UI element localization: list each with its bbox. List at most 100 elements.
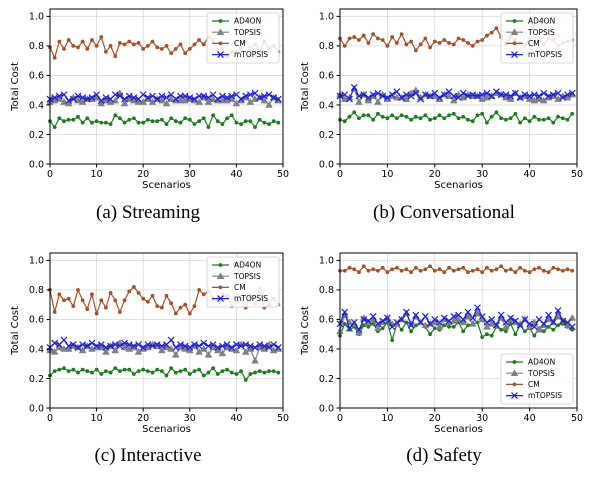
data-point-topsis [473, 309, 482, 317]
data-point-cm [192, 42, 197, 47]
data-point-ad4on [183, 367, 188, 372]
data-point-ad4on [437, 113, 442, 118]
data-point-cm [155, 304, 160, 309]
data-point-mtopsis [360, 91, 368, 99]
data-point-ad4on [413, 323, 418, 328]
data-point-cm [451, 268, 456, 273]
data-point-ad4on [570, 111, 575, 116]
legend-box [500, 12, 574, 64]
data-point-ad4on [466, 323, 470, 328]
data-point-ad4on [80, 367, 85, 372]
data-point-ad4on [211, 366, 216, 371]
data-point-cm [475, 267, 480, 272]
data-point-cm [197, 38, 202, 42]
data-point-mtopsis [355, 326, 363, 334]
data-point-ad4on [371, 117, 376, 122]
data-point-ad4on [560, 116, 565, 121]
data-point-ad4on [432, 116, 437, 121]
data-point-mtopsis [93, 342, 101, 350]
data-point-mtopsis [383, 314, 391, 322]
data-point-cm [442, 270, 447, 275]
data-point-ad4on [461, 114, 466, 119]
data-point-ad4on [178, 120, 183, 125]
data-point-cm [366, 268, 371, 273]
data-point-ad4on [220, 369, 225, 373]
y-tick-label: 0.2 [29, 130, 44, 141]
data-point-ad4on [211, 113, 216, 118]
data-point-ad4on [122, 367, 127, 372]
data-point-cm [432, 268, 437, 273]
data-point-ad4on [271, 369, 276, 373]
data-point-cm [183, 302, 188, 307]
data-point-ad4on [480, 111, 485, 116]
data-point-cm [192, 304, 197, 309]
data-point-mtopsis [223, 341, 231, 348]
data-point-cm [159, 46, 164, 51]
data-point-ad4on [371, 321, 376, 326]
data-point-mtopsis [530, 91, 538, 99]
data-point-ad4on [499, 116, 504, 121]
y-tick-label: 0.2 [319, 130, 334, 141]
data-point-mtopsis [393, 88, 401, 96]
data-point-cm [108, 290, 113, 295]
legend-marker [510, 28, 519, 35]
data-point-ad4on [361, 113, 366, 118]
data-point-ad4on [366, 113, 371, 118]
data-point-mtopsis [502, 91, 510, 99]
y-tick-label: 1.0 [29, 12, 44, 23]
data-point-ad4on [206, 125, 211, 129]
data-point-topsis [412, 86, 420, 93]
data-point-topsis [251, 356, 259, 364]
data-point-mtopsis [97, 97, 105, 104]
data-point-ad4on [164, 373, 169, 378]
data-point-ad4on [243, 378, 248, 382]
data-point-cm [432, 39, 437, 44]
data-point-cm [513, 270, 518, 275]
data-point-cm [556, 267, 560, 272]
data-point-mtopsis [218, 92, 226, 100]
data-point-mtopsis [374, 89, 382, 97]
data-point-mtopsis [360, 316, 368, 323]
data-point-mtopsis [545, 311, 552, 319]
data-point-mtopsis [130, 342, 138, 350]
data-point-mtopsis [246, 342, 254, 350]
y-axis-label: Total Cost [10, 62, 21, 112]
data-point-cm [108, 44, 113, 48]
data-point-ad4on [229, 370, 234, 375]
data-point-cm [122, 298, 127, 303]
data-point-ad4on [201, 116, 206, 121]
data-point-mtopsis [139, 91, 147, 99]
data-point-cm [94, 311, 99, 316]
data-point-ad4on [342, 119, 347, 124]
data-point-cm [85, 46, 90, 51]
data-point-ad4on [187, 372, 192, 376]
data-point-mtopsis [459, 89, 467, 97]
x-tick-label: 10 [91, 169, 103, 180]
data-point-ad4on [113, 366, 118, 371]
data-point-cm [71, 304, 76, 309]
data-point-mtopsis [383, 94, 391, 101]
data-point-ad4on [470, 119, 475, 124]
data-point-ad4on [570, 327, 575, 332]
data-point-ad4on [71, 117, 76, 122]
data-point-ad4on [556, 114, 560, 119]
data-point-ad4on [428, 332, 432, 337]
data-point-ad4on [390, 113, 395, 118]
data-point-ad4on [155, 367, 160, 372]
data-point-mtopsis [260, 342, 268, 350]
legend-marker [512, 19, 517, 23]
data-point-mtopsis [60, 91, 68, 99]
legend-marker [218, 263, 223, 267]
data-point-cm [394, 265, 399, 270]
data-point-ad4on [504, 117, 508, 122]
data-point-ad4on [118, 369, 122, 373]
data-point-mtopsis [111, 341, 119, 348]
data-point-mtopsis [549, 91, 557, 99]
legend-label: AD4ON [528, 17, 555, 26]
data-point-ad4on [169, 116, 174, 121]
data-point-mtopsis [469, 314, 477, 322]
data-point-cm [183, 51, 188, 56]
data-point-ad4on [508, 116, 513, 121]
data-point-ad4on [394, 116, 399, 121]
data-point-ad4on [508, 321, 513, 326]
